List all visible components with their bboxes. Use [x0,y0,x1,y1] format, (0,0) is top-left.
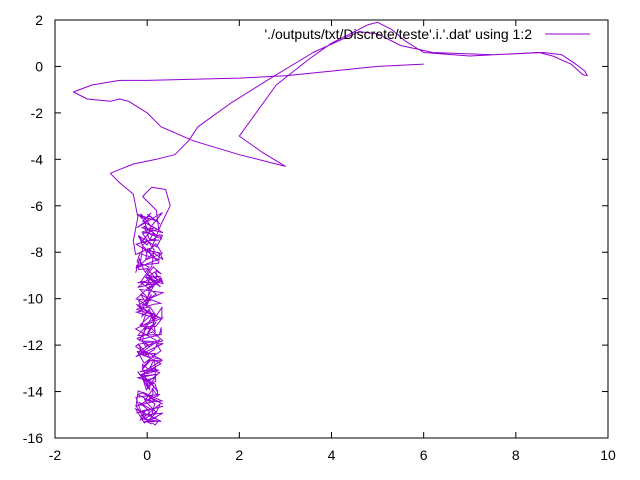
y-tick-label: -6 [31,198,44,214]
y-tick-label: -10 [23,291,43,307]
series-line-0 [72,21,588,425]
axis-ticks [54,19,609,439]
x-tick-label: 6 [420,447,428,463]
x-tick-label: 8 [512,447,520,463]
series-layer [72,21,588,426]
x-tick-label: -2 [49,447,62,463]
y-tick-label: -8 [31,244,44,260]
y-tick-label: 0 [35,58,43,74]
y-tick-label: 2 [35,12,43,28]
tick-labels: -2 0 2 4 6 8 10 -16 -14 -12 -10 -8 -6 -4 -2 0 2 [23,12,616,463]
y-tick-label: -2 [31,105,44,121]
y-tick-label: -4 [31,151,44,167]
y-tick-label: -14 [23,384,43,400]
y-tick-label: -16 [23,430,43,446]
x-tick-label: 0 [143,447,151,463]
y-tick-label: -12 [23,337,43,353]
series-oscillation-0 [134,212,165,426]
legend-label: './outputs/txt/Discrete/teste'.i.'.dat' … [265,26,533,42]
x-tick-label: 4 [328,447,336,463]
legend: './outputs/txt/Discrete/teste'.i.'.dat' … [265,26,590,42]
plot-frame [54,19,609,439]
x-tick-label: 2 [235,447,243,463]
x-tick-label: 10 [600,447,616,463]
